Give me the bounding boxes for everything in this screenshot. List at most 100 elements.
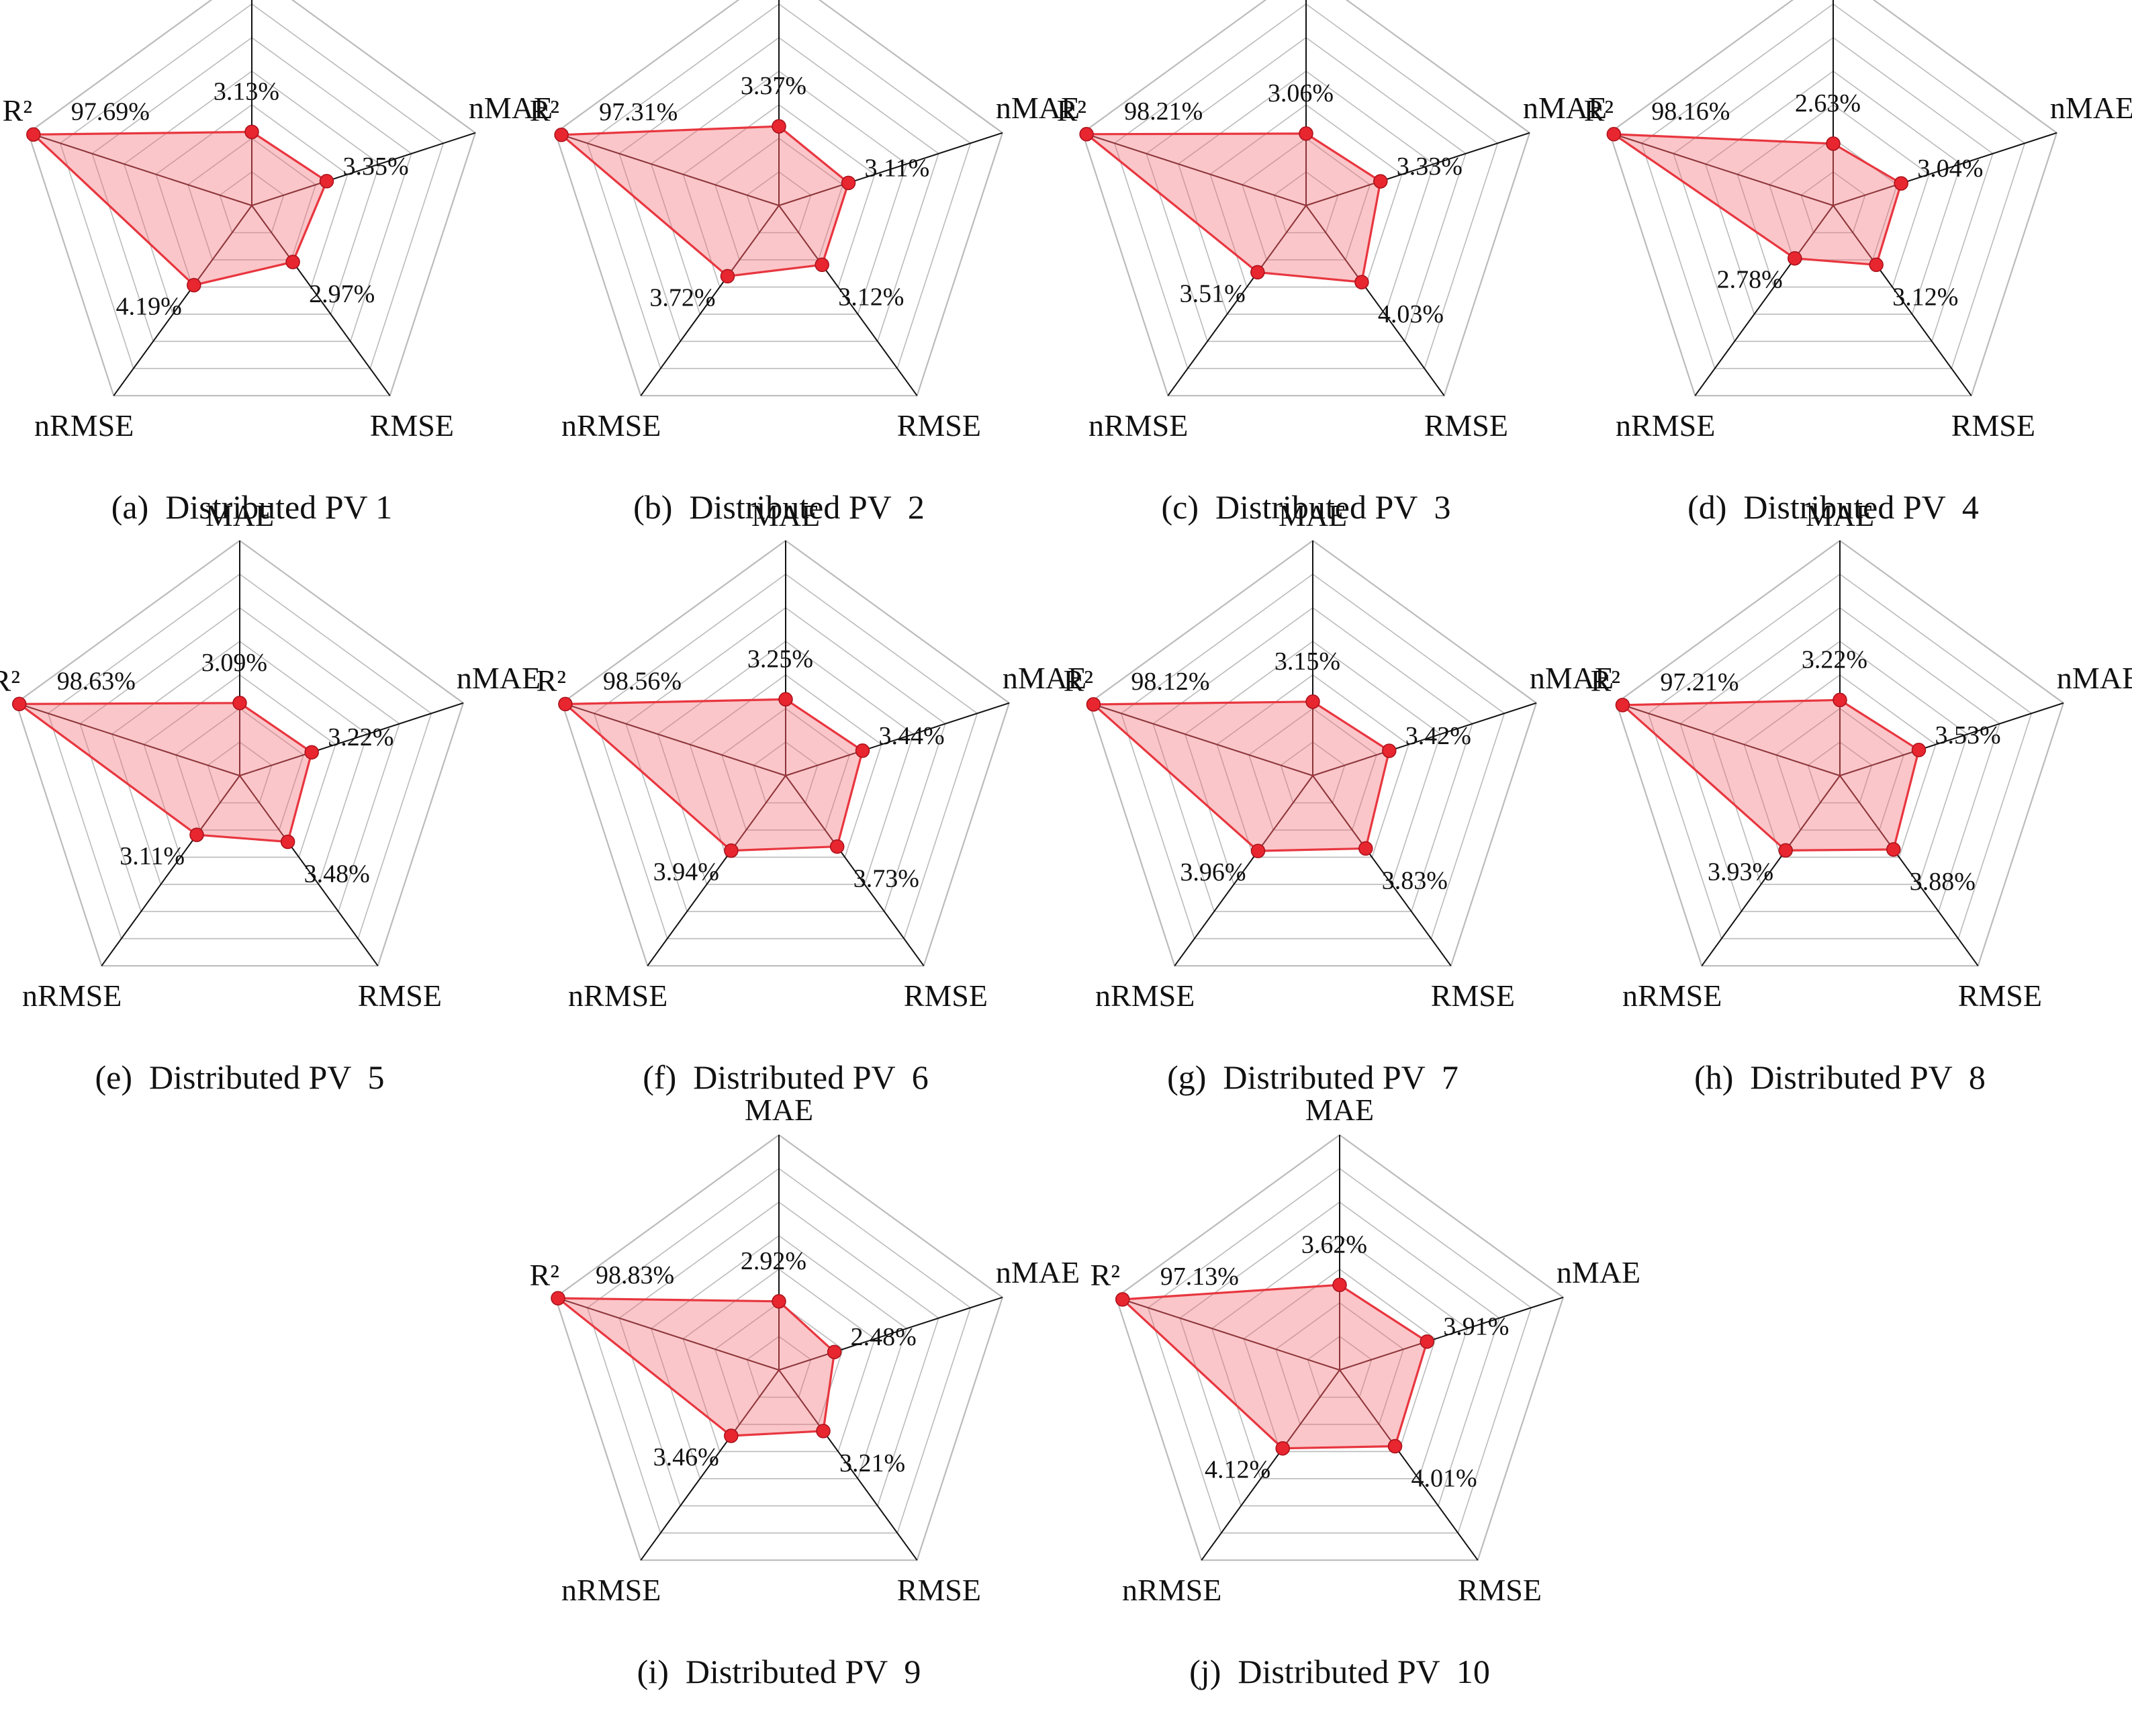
data-label: 3.11%	[120, 842, 185, 870]
series-radial	[251, 181, 327, 206]
series-radial	[1614, 134, 1834, 206]
data-point-nrmse	[1250, 843, 1266, 858]
grid-ring	[1800, 171, 1866, 234]
data-point-nrmse	[189, 827, 204, 842]
axis-label: MAE	[751, 498, 820, 533]
series-area	[1622, 700, 1919, 851]
axis-spoke	[561, 702, 786, 776]
data-label: 3.42%	[1405, 722, 1471, 750]
grid-ring	[175, 708, 305, 831]
grid-ring	[746, 171, 812, 234]
data-point-rmse	[285, 255, 300, 269]
series-radial	[1257, 205, 1307, 273]
data-point-r	[1079, 127, 1094, 142]
axis-label: nMAE	[1523, 91, 1607, 125]
series-radial	[33, 134, 252, 206]
axis-label: RMSE	[358, 978, 442, 1013]
series-radial	[557, 1297, 780, 1371]
data-label: 2.78%	[1717, 266, 1783, 294]
chart-caption: (c) Distributed PV 3	[1162, 488, 1451, 526]
series-radial	[193, 205, 252, 285]
axis-spoke	[251, 132, 476, 206]
data-label: 3.94%	[653, 858, 719, 886]
data-label: 3.48%	[304, 860, 370, 888]
grid-ring	[1216, 674, 1409, 858]
series-radial	[1282, 1369, 1340, 1449]
axis-label: nMAE	[1557, 1255, 1640, 1289]
data-point-mae	[772, 1294, 786, 1309]
series-line	[562, 698, 864, 852]
data-label: 3.15%	[1274, 647, 1340, 676]
data-point-mae	[1299, 126, 1313, 141]
data-label: 3.06%	[1268, 79, 1334, 107]
data-point-nrmse	[1250, 265, 1265, 280]
series-line	[1119, 1283, 1429, 1450]
data-point-mae	[1833, 692, 1847, 708]
data-label: 98.83%	[596, 1261, 674, 1289]
axis-label: R²	[530, 1258, 559, 1292]
axis-spoke	[1839, 775, 1979, 966]
grid-ring	[1743, 674, 1937, 858]
axis-spoke	[239, 702, 464, 776]
axis-label: nRMSE	[34, 408, 134, 443]
axis-label: nMAE	[457, 661, 541, 695]
data-label: 3.21%	[839, 1449, 905, 1477]
data-label: 3.04%	[1917, 154, 1983, 183]
radar-chart-g: MAE nMAE RMSE nRMSE R² 3.15% 3.42% 3.83% 3.96% 98…	[1064, 498, 1614, 1096]
series-line	[558, 125, 850, 277]
data-point-nmae	[827, 1344, 842, 1359]
axis-label: RMSE	[1431, 978, 1515, 1013]
data-label: 3.12%	[1892, 283, 1958, 311]
axis-spoke	[1339, 1296, 1564, 1371]
grid-ring	[1307, 1336, 1373, 1398]
series-radial	[1339, 1369, 1395, 1447]
data-point-mae	[1332, 1277, 1347, 1293]
axis-spoke	[251, 205, 391, 396]
series-area	[33, 132, 327, 285]
series-area	[561, 126, 849, 277]
data-point-rmse	[1358, 841, 1373, 856]
grid-ring	[155, 104, 349, 288]
data-label: 98.63%	[57, 667, 136, 695]
data-label: 3.72%	[649, 283, 715, 312]
axis-label: R²	[530, 93, 559, 128]
series-radial	[239, 775, 289, 842]
data-label: 3.11%	[865, 154, 930, 182]
grid-ring	[1274, 1302, 1405, 1425]
data-point-nrmse	[720, 269, 735, 284]
data-point-rmse	[816, 1424, 831, 1438]
axis-spoke	[555, 132, 780, 206]
chart-caption: (i) Distributed PV 9	[637, 1653, 921, 1690]
data-label: 2.63%	[1795, 89, 1861, 118]
data-point-nmae	[1911, 743, 1927, 758]
data-point-mae	[1305, 694, 1320, 709]
data-label: 3.37%	[741, 72, 806, 100]
grid-ring	[714, 1302, 844, 1425]
axis-label: R²	[0, 664, 20, 698]
data-point-nmae	[855, 743, 870, 758]
axis-spoke	[785, 702, 1010, 776]
series-line	[30, 130, 328, 287]
data-label: 3.88%	[1910, 868, 1976, 896]
grid-ring	[1704, 71, 1962, 315]
axis-spoke	[1833, 205, 1972, 396]
axis-label: MAE	[745, 1093, 813, 1127]
grid-ring	[59, 3, 445, 369]
data-label: 4.03%	[1378, 300, 1444, 328]
grid-ring	[123, 71, 381, 315]
radar-chart-i: MAE nMAE RMSE nRMSE R² 2.92% 2.48% 3.21% 3.46% 98…	[530, 1093, 1080, 1690]
grid-ring	[1120, 574, 1505, 940]
grid-ring	[746, 1336, 812, 1398]
data-point-rmse	[1869, 257, 1884, 273]
data-label: 4.01%	[1411, 1465, 1477, 1493]
axis-label: nRMSE	[568, 978, 667, 1013]
data-point-r	[26, 127, 41, 142]
grid-ring	[1679, 607, 2000, 913]
axis-spoke	[1167, 205, 1307, 396]
series-radial	[1093, 704, 1313, 776]
series-line	[1091, 700, 1391, 852]
chart-caption: (a) Distributed PV 1	[111, 488, 392, 526]
grid-ring	[1184, 641, 1442, 885]
axis-label: nRMSE	[561, 408, 661, 443]
data-point-nmae	[304, 745, 319, 760]
